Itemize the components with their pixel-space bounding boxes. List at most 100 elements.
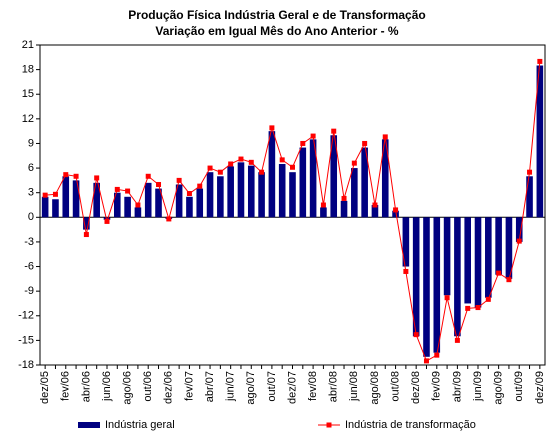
marker [94, 175, 100, 181]
marker [114, 186, 120, 192]
chart-subtitle: Variação em Igual Mês do Ano Anterior - … [155, 24, 398, 38]
bar [103, 217, 111, 220]
bar [237, 162, 245, 218]
marker [63, 172, 69, 178]
marker [331, 128, 337, 134]
x-tick-label: abr/06 [80, 371, 92, 402]
y-tick-label: 18 [22, 64, 34, 76]
bar [144, 182, 152, 218]
marker [475, 305, 481, 311]
bar [515, 217, 523, 242]
x-tick-label: ago/07 [245, 371, 257, 405]
marker [83, 232, 89, 238]
marker [320, 202, 326, 208]
y-tick-label: 6 [28, 162, 34, 174]
marker [259, 169, 265, 175]
legend-label: Indústria de transformação [345, 419, 476, 431]
x-tick-label: fev/07 [183, 371, 195, 401]
x-tick-label: ago/08 [369, 371, 381, 405]
legend-swatch [78, 422, 100, 428]
bar [278, 163, 286, 218]
marker [197, 183, 203, 189]
marker [228, 161, 234, 167]
marker [465, 305, 471, 311]
marker [279, 157, 285, 163]
x-tick-label: jun/07 [225, 371, 237, 402]
marker [217, 169, 223, 175]
bar [412, 217, 420, 337]
marker [269, 125, 275, 131]
x-tick-label: out/07 [266, 371, 278, 402]
marker [403, 268, 409, 274]
bar [206, 172, 214, 218]
bar [392, 210, 399, 218]
marker [42, 192, 48, 198]
bar [433, 217, 441, 353]
x-tick-label: ago/06 [122, 371, 134, 405]
bar [299, 147, 307, 218]
bar [268, 131, 276, 218]
bar [402, 217, 410, 267]
x-tick-label: abr/09 [451, 371, 463, 402]
y-tick-label: -9 [24, 285, 34, 297]
bar [72, 180, 80, 218]
bar [62, 176, 70, 218]
marker [238, 156, 244, 162]
y-tick-label: 9 [28, 137, 34, 149]
x-tick-label: out/06 [142, 371, 154, 402]
x-tick-label: abr/08 [328, 371, 340, 402]
marker [73, 173, 79, 179]
x-tick-label: jun/08 [348, 371, 360, 402]
bar [247, 165, 255, 218]
x-tick-label: out/08 [389, 371, 401, 402]
bar [196, 188, 204, 218]
marker [516, 238, 522, 244]
y-tick-label: -12 [18, 310, 34, 322]
marker [248, 159, 254, 165]
marker [485, 296, 491, 302]
bar [52, 199, 59, 218]
marker [145, 173, 151, 179]
y-tick-label: -3 [24, 236, 34, 248]
marker [362, 140, 368, 146]
bar [330, 135, 338, 218]
marker [341, 195, 347, 201]
bar [423, 217, 430, 357]
marker [186, 191, 192, 197]
bar [134, 207, 142, 218]
bar [371, 205, 379, 218]
x-tick-label: jun/09 [472, 371, 484, 402]
x-tick-label: dez/08 [410, 371, 422, 404]
bar [464, 217, 472, 304]
marker [454, 337, 460, 343]
x-tick-label: fev/09 [431, 371, 443, 401]
marker [104, 218, 110, 224]
x-tick-label: dez/09 [534, 371, 546, 404]
x-tick-label: fev/08 [307, 371, 319, 401]
y-tick-label: 15 [22, 88, 34, 100]
y-tick-label: -15 [18, 334, 34, 346]
marker [537, 58, 543, 64]
legend-label: Indústria geral [105, 419, 175, 431]
marker [527, 169, 533, 175]
marker [496, 270, 502, 276]
x-tick-label: dez/06 [163, 371, 175, 404]
bar [361, 147, 368, 218]
y-tick-label: 21 [22, 39, 34, 51]
marker [310, 133, 316, 139]
bar [113, 192, 121, 218]
bar [351, 168, 358, 218]
marker [506, 277, 512, 283]
marker [372, 202, 378, 208]
y-tick-label: 12 [22, 113, 34, 125]
bar [175, 184, 183, 218]
marker [290, 164, 295, 170]
bar [454, 217, 461, 337]
marker [135, 202, 141, 208]
bar [485, 217, 492, 298]
chart-title: Produção Física Indústria Geral e de Tra… [128, 8, 425, 22]
marker [393, 207, 399, 213]
bar [186, 196, 193, 218]
marker [207, 165, 213, 171]
